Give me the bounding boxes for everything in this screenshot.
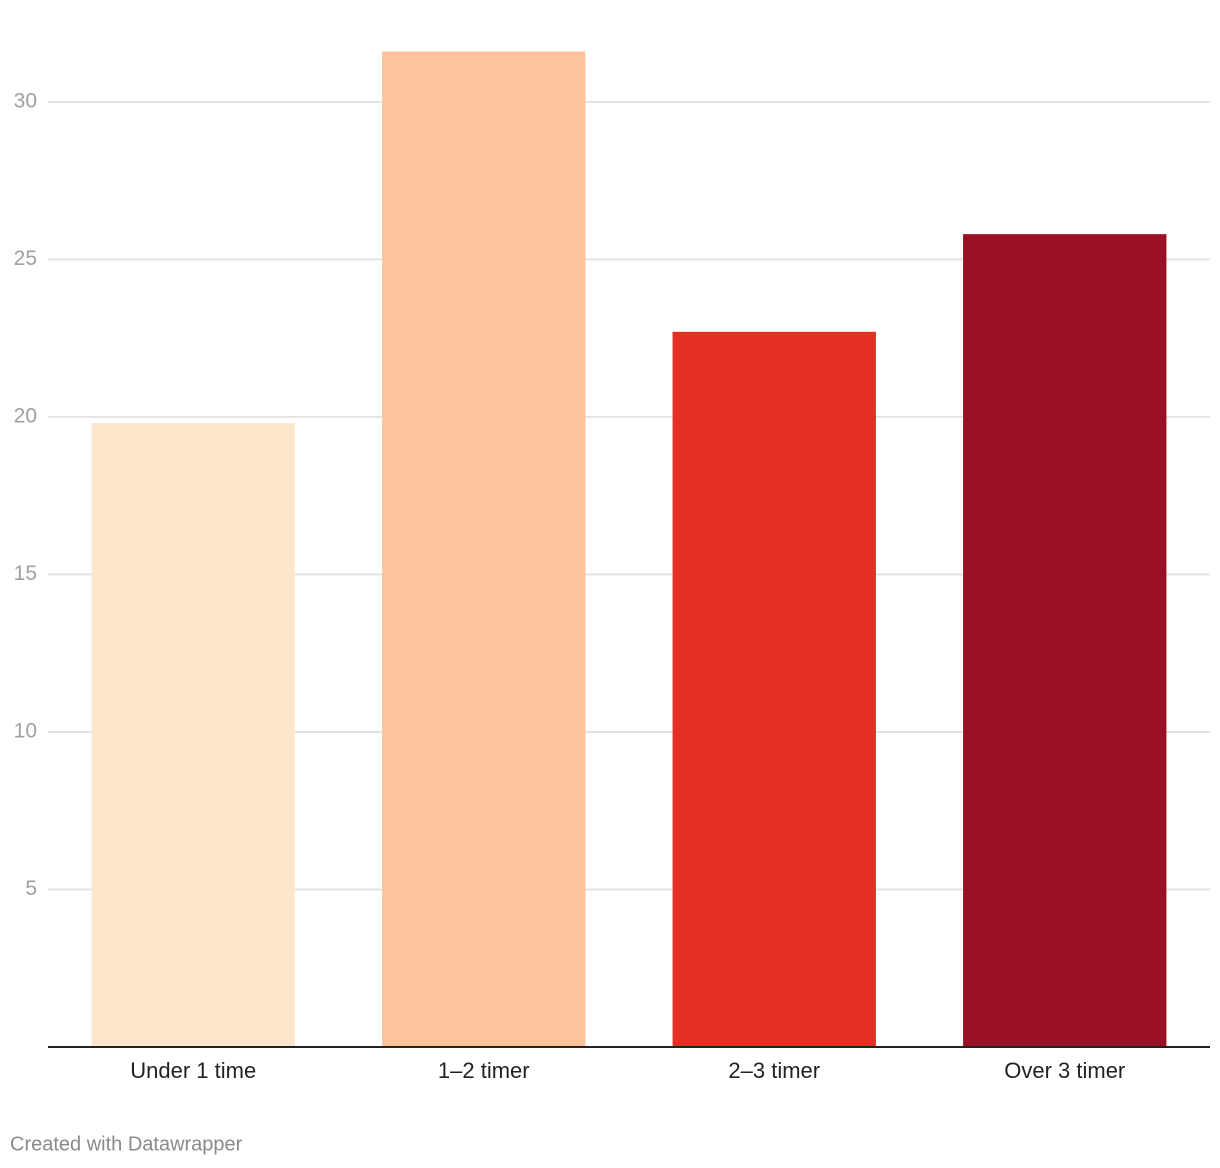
y-tick-label: 15 xyxy=(14,562,37,585)
x-tick-label: 1–2 timer xyxy=(438,1058,530,1083)
bar xyxy=(91,423,295,1047)
x-tick-label: Under 1 time xyxy=(130,1058,256,1083)
bar xyxy=(382,51,586,1047)
y-tick-label: 30 xyxy=(14,89,37,112)
bar xyxy=(963,234,1167,1047)
y-tick-label: 25 xyxy=(14,247,37,270)
bar xyxy=(672,331,876,1048)
x-tick-label: Over 3 timer xyxy=(1004,1058,1125,1083)
y-tick-label: 20 xyxy=(14,404,37,427)
y-tick-label: 10 xyxy=(14,719,37,742)
footer: Created with Datawrapper xyxy=(10,1133,243,1155)
x-tick-label: 2–3 timer xyxy=(728,1058,820,1083)
y-tick-label: 5 xyxy=(25,877,37,900)
